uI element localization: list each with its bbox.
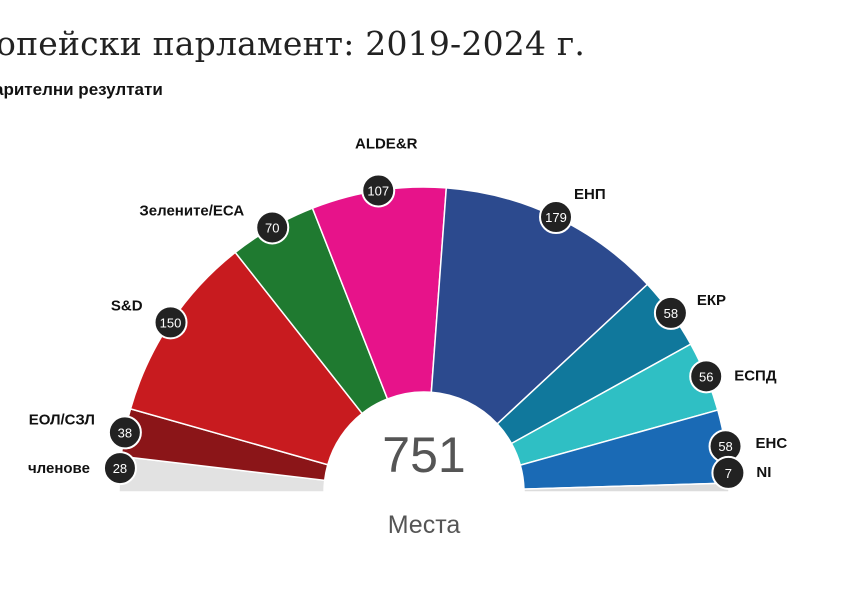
party-label: ЕНС (756, 435, 788, 452)
total-seats: 751 (382, 427, 465, 483)
chart-segments (118, 186, 730, 493)
seat-badge (711, 455, 746, 490)
chart-labels: 28 членове 38 ЕОЛ/СЗЛ 150 S&D 70 Зелените/ЕСА 10… (28, 135, 788, 490)
party-label: ЕНП (574, 186, 606, 203)
seat-count: 28 (113, 461, 127, 476)
seat-badge (539, 200, 574, 235)
segment-2 (129, 251, 364, 466)
seat-badge (689, 359, 724, 394)
seat-count: 58 (718, 439, 732, 454)
total-seats-label: Места (388, 511, 461, 539)
seat-count: 7 (725, 466, 732, 481)
seat-count: 179 (545, 210, 567, 225)
seat-count: 70 (265, 220, 279, 235)
seat-badge (653, 295, 688, 330)
party-label: членове (28, 460, 90, 477)
segment-5 (430, 187, 649, 425)
seat-badge (102, 451, 137, 486)
seat-count: 150 (160, 315, 182, 330)
party-label: S&D (111, 297, 143, 314)
seat-badge (107, 415, 142, 450)
party-label: ЕСПД (734, 367, 777, 384)
page-title: опейски парламент: 2019-2024 г. (0, 24, 586, 63)
seat-count: 58 (664, 306, 678, 321)
seat-badge (153, 305, 188, 340)
party-label: ЕКР (697, 292, 726, 309)
seat-count: 107 (367, 183, 389, 198)
page-subtitle: арителни резултати (0, 80, 163, 99)
seat-badge (255, 210, 290, 245)
party-label: NI (756, 464, 771, 481)
seat-count: 38 (118, 425, 132, 440)
party-label: ALDE&R (355, 135, 418, 152)
party-label: Зелените/ЕСА (139, 202, 244, 219)
party-label: ЕОЛ/СЗЛ (29, 411, 95, 428)
seat-badge (361, 173, 396, 208)
seat-count: 56 (699, 369, 713, 384)
